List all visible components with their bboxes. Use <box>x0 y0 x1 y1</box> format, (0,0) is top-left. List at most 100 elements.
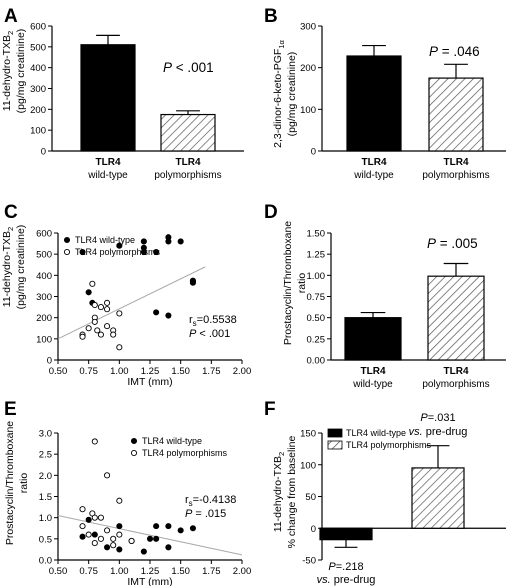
panel-a-y-tick-label: 500 <box>30 42 46 53</box>
panel-e-y-tick-label: 0.5 <box>39 534 52 545</box>
panel-c-points <box>57 234 206 351</box>
panel-f-y-tick-label: 0 <box>311 524 316 535</box>
panel-c-point-polymorphism <box>85 325 92 332</box>
panel-e-point-polymorphism <box>91 514 98 521</box>
panel-f-legend-swatch <box>327 440 343 450</box>
panel-e-x-tick-label: 0.50 <box>49 566 68 577</box>
panel-e-y-tick-label: 0.0 <box>39 556 52 567</box>
panel-letter-c: C <box>4 202 18 223</box>
panel-c-point-polymorphism <box>110 331 117 338</box>
panel-a-category-sublabel: polymorphisms <box>154 170 221 181</box>
panel-c-point-polymorphism <box>104 306 111 313</box>
panel-e-p: P = .015 <box>185 508 226 520</box>
panel-c-point-polymorphism <box>94 327 101 334</box>
panel-b-category-label: TLR4 <box>444 157 469 168</box>
panel-c-legend-marker <box>63 248 71 256</box>
panel-e-x-tick-label: 0.75 <box>79 566 98 577</box>
panel-e-point-wild-type <box>146 535 154 542</box>
panel-letter-a: A <box>4 6 18 27</box>
panel-d-ylabel-unit: ratio <box>296 273 308 294</box>
panel-letter-d: D <box>264 202 278 223</box>
panel-c-ylabel-unit: (pg/mg creatinine) <box>15 225 27 310</box>
panel-b: B 2,3-dinor-6-keto-PGF1α (pg/mg creatini… <box>264 6 506 181</box>
panel-f-y-tick-label: 100 <box>300 460 316 471</box>
panel-a-category-label: TLR4 <box>96 157 121 168</box>
panel-e-point-wild-type <box>177 527 184 534</box>
panel-c-point-wild-type <box>153 309 160 316</box>
panel-c-point-wild-type <box>165 312 172 319</box>
panel-a-y-tick-label: 200 <box>30 105 46 116</box>
panel-e-legend-label: TLR4 polymorphisms <box>142 448 228 458</box>
panel-c-x-tick-label: 2.00 <box>233 366 252 377</box>
panel-c-point-wild-type <box>189 279 196 286</box>
panel-c-point-polymorphism <box>104 299 111 306</box>
panel-e-point-wild-type <box>153 523 160 530</box>
panel-e-x-tick-label: 1.25 <box>141 566 160 577</box>
panel-f: F 11-dehydro-TXB2 % change from baseline… <box>264 399 506 586</box>
panel-e-legend-marker <box>130 437 138 445</box>
panel-c-point-polymorphism <box>89 280 96 287</box>
panel-e-point-wild-type <box>116 546 123 553</box>
panel-c-p: P < .001 <box>189 328 230 340</box>
panel-f-y-tick-label: 50 <box>305 492 316 503</box>
panel-c-legend-marker <box>63 236 71 244</box>
panel-f-bars <box>319 445 465 548</box>
panel-c-y-tick-label: 500 <box>36 250 52 261</box>
panel-b-p-annotation: P = .046 <box>429 44 480 59</box>
panel-d-category-sublabel: wild-type <box>352 379 393 390</box>
panel-e-point-polymorphism <box>97 535 104 542</box>
panel-c-y-tick-label: 300 <box>36 292 52 303</box>
panel-c: C 11-dehydro-TXB2 (pg/mg creatinine) 0 10… <box>1 202 251 388</box>
panel-c-point-wild-type <box>177 238 184 245</box>
panel-c-y-tick-label: 400 <box>36 271 52 282</box>
panel-d-category-label: TLR4 <box>361 366 386 377</box>
panel-letter-f: F <box>264 399 276 420</box>
panel-a-y-tick-label: 100 <box>30 126 46 137</box>
panel-e-point-polymorphism <box>85 531 92 538</box>
panel-e-point-wild-type <box>189 525 196 532</box>
panel-e-point-wild-type <box>153 535 160 542</box>
panel-e-point-polymorphism <box>116 497 123 504</box>
panel-a-axes: 0 100 200 300 400 500 600 TLR4 wild-type TLR4 poly… <box>30 22 244 181</box>
panel-c-point-wild-type <box>140 238 147 245</box>
panel-e-xlabel: IMT (mm) <box>127 576 172 586</box>
panel-e-point-wild-type <box>116 523 123 530</box>
panel-e-y-tick-label: 1.5 <box>39 492 52 503</box>
panel-c-point-wild-type <box>79 248 86 256</box>
panel-c-point-wild-type <box>165 238 172 245</box>
panel-d-p-annotation: P = .005 <box>427 236 478 251</box>
panel-f-y-tick-label: 150 <box>300 429 316 440</box>
panel-c-axes: 0 100 200 300 400 500 600 0.50 0.75 1.00 1.25 1.50 1… <box>36 229 251 389</box>
panel-c-x-tick-label: 1.75 <box>202 366 221 377</box>
panel-b-ylabel-unit: (pg/mg creatinine) <box>286 52 298 137</box>
panel-a-bar <box>80 44 136 152</box>
panel-f-y-tick-label: -50 <box>302 556 316 567</box>
panel-e-point-wild-type <box>91 531 98 538</box>
panel-d-y-tick-label: 1.25 <box>307 250 326 261</box>
panel-d-axes: 0.00 0.25 0.50 0.75 1.00 1.25 1.50 TLR4 wild-typ… <box>307 229 506 390</box>
panel-e-ylabel-unit: ratio <box>18 473 30 494</box>
panel-e-point-wild-type <box>79 533 86 540</box>
panel-f-annotation-poly-vs: vs. pre-drug <box>409 426 468 438</box>
panel-e-y-tick-label: 2.5 <box>39 450 52 461</box>
panel-e-legend: TLR4 wild-type TLR4 polymorphisms <box>130 436 228 458</box>
panel-c-y-tick-label: 200 <box>36 313 52 324</box>
panel-d-category-sublabel: polymorphisms <box>422 379 489 390</box>
panel-d-y-tick-label: 0.25 <box>307 334 326 345</box>
panel-c-legend: TLR4 wild-type TLR4 polymorphisms <box>63 235 161 257</box>
panel-d-y-tick-label: 0.00 <box>307 356 326 367</box>
panel-e-point-polymorphism <box>104 527 111 534</box>
panel-b-bar <box>346 55 402 152</box>
panel-e-rs: rs=-0.4138 <box>185 494 236 508</box>
panel-c-point-polymorphism <box>104 323 111 330</box>
panel-a-category-sublabel: wild-type <box>87 170 128 181</box>
panel-c-point-polymorphism <box>91 301 98 309</box>
panel-b-bar <box>428 77 484 152</box>
panel-e-point-wild-type <box>104 544 111 551</box>
panel-letter-b: B <box>264 6 278 27</box>
panel-e-axes: 0.0 0.5 1.0 1.5 2.0 2.5 3.0 0.50 0.75 1.00 1.25 1.5… <box>39 429 251 586</box>
panel-e-x-tick-label: 1.50 <box>171 566 190 577</box>
panel-c-point-polymorphism <box>97 331 104 338</box>
panel-c-legend-label: TLR4 wild-type <box>75 235 135 245</box>
panel-f-ylabel: 11-dehydro-TXB2 <box>272 452 286 532</box>
